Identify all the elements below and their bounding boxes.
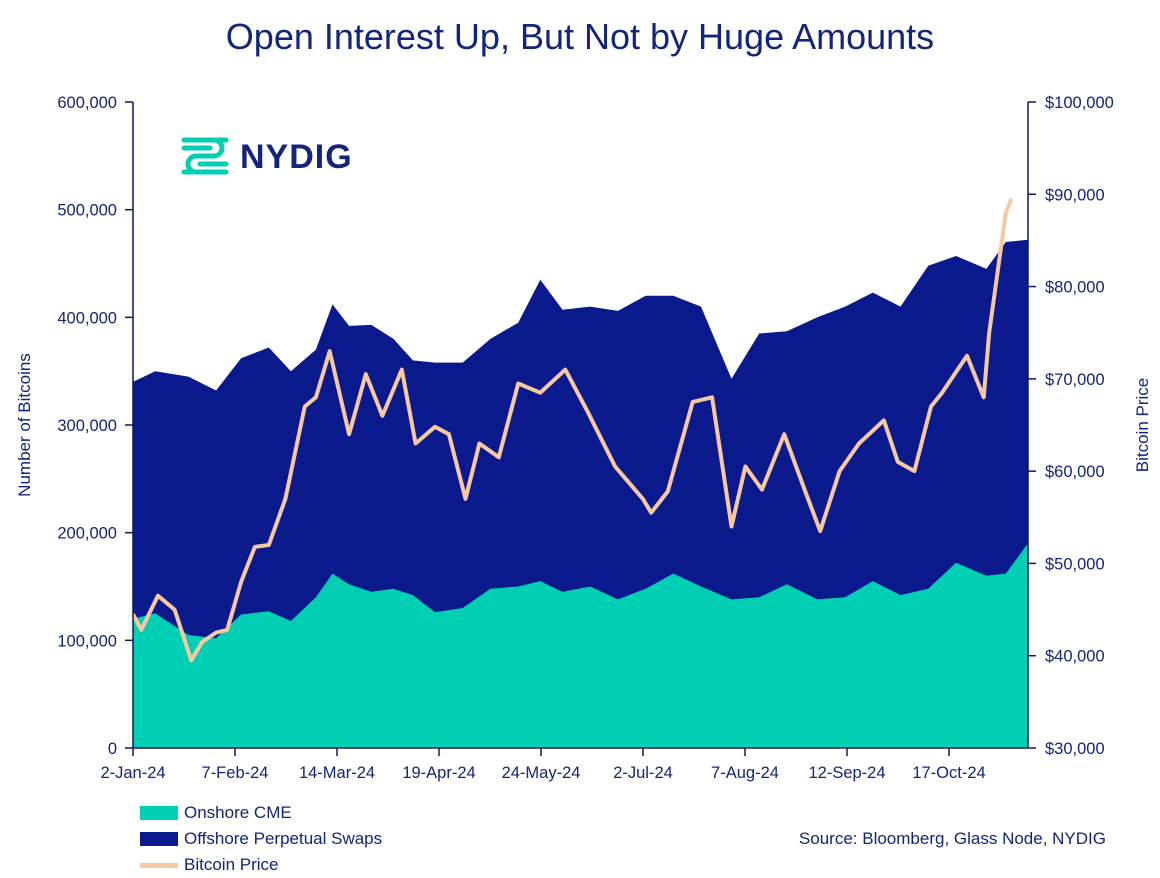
x-tick-label: 14-Mar-24	[299, 764, 375, 782]
x-tick-label: 19-Apr-24	[402, 764, 475, 782]
legend-swatch-perp	[140, 832, 178, 846]
y-tick-label: 0	[108, 740, 117, 758]
legend-label-price: Bitcoin Price	[184, 855, 279, 874]
logo-text: NYDIG	[240, 137, 353, 176]
x-tick-label: 17-Oct-24	[912, 764, 985, 782]
x-tick-label: 2-Jul-24	[613, 764, 673, 782]
series-line-bitcoin-price	[131, 198, 1014, 663]
legend-swatch-price	[140, 862, 178, 868]
legend-swatch-cme	[140, 806, 178, 820]
legend: Onshore CME Offshore Perpetual Swaps Bit…	[140, 800, 382, 878]
y2-tick-label: $50,000	[1045, 555, 1105, 573]
chart-title: Open Interest Up, But Not by Huge Amount…	[225, 16, 935, 57]
legend-label-perp: Offshore Perpetual Swaps	[184, 829, 383, 848]
y2-axis-title: Bitcoin Price	[1133, 378, 1152, 472]
y2-tick-label: $70,000	[1045, 371, 1105, 389]
legend-item-perp: Offshore Perpetual Swaps	[140, 826, 382, 852]
y2-tick-label: $80,000	[1045, 279, 1105, 297]
x-tick-label: 7-Aug-24	[711, 764, 779, 782]
y-tick-label: 600,000	[57, 94, 117, 112]
y2-tick-label: $40,000	[1045, 648, 1105, 666]
y2-tick-label: $90,000	[1045, 186, 1105, 204]
nydig-logo: NYDIG	[180, 134, 353, 180]
legend-item-cme: Onshore CME	[140, 800, 382, 826]
y-tick-label: 100,000	[57, 632, 117, 650]
y-tick-label: 500,000	[57, 202, 117, 220]
series-area-onshore-cme	[133, 543, 1028, 748]
y-tick-label: 300,000	[57, 417, 117, 435]
y2-tick-label: $60,000	[1045, 463, 1105, 481]
x-tick-label: 12-Sep-24	[808, 764, 885, 782]
legend-item-price: Bitcoin Price	[140, 852, 382, 878]
y2-tick-label: $100,000	[1045, 94, 1114, 112]
y-tick-label: 200,000	[57, 525, 117, 543]
source-note: Source: Bloomberg, Glass Node, NYDIG	[798, 829, 1106, 848]
legend-label-cme: Onshore CME	[184, 803, 292, 822]
x-tick-label: 7-Feb-24	[202, 764, 269, 782]
x-tick-label: 2-Jan-24	[100, 764, 165, 782]
y2-tick-label: $30,000	[1045, 740, 1105, 758]
x-tick-label: 24-May-24	[502, 764, 581, 782]
y-axis-title: Number of Bitcoins	[15, 353, 34, 497]
y-tick-label: 400,000	[57, 309, 117, 327]
nydig-logo-icon	[181, 137, 229, 175]
